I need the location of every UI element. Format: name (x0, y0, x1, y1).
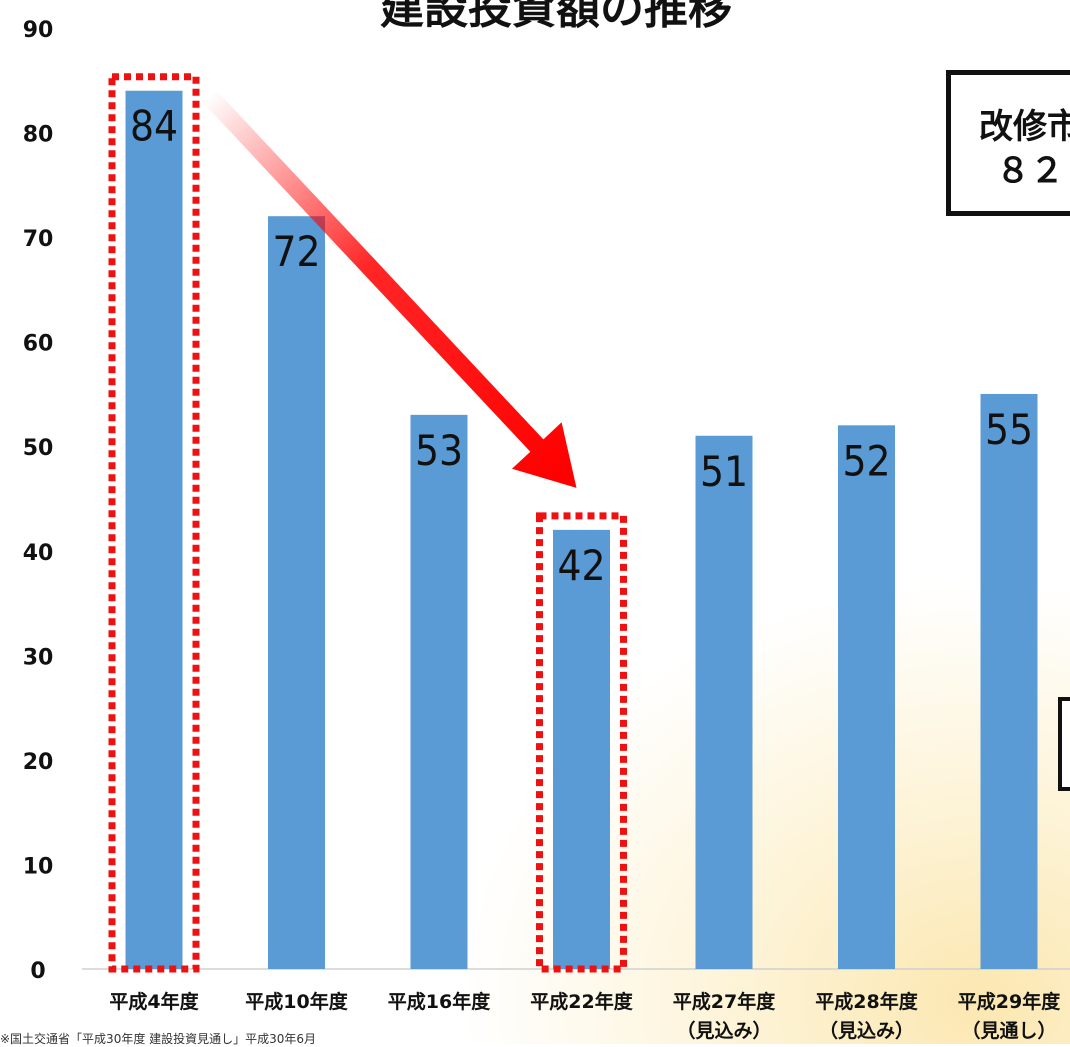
bar (980, 393, 1038, 969)
x-tick-label: 平成29年度 (958, 990, 1061, 1013)
source-note: ※国土交通省「平成30年度 建設投資見通し」平成30年6月 (0, 1032, 317, 1046)
y-tick-label: 10 (23, 854, 54, 879)
callout-line1: 改修市 (979, 107, 1070, 147)
data-label: 84 (130, 102, 178, 151)
y-tick-label: 20 (23, 750, 54, 775)
bar (268, 216, 325, 969)
x-tick-label: 平成10年度 (245, 990, 348, 1013)
bar (553, 529, 610, 969)
x-tick-label: 平成27年度 (673, 990, 776, 1013)
data-label: 72 (272, 227, 320, 276)
callout-box-partial (1058, 697, 1070, 791)
y-tick-label: 80 (23, 123, 54, 148)
highlight-box (536, 512, 627, 973)
callout-line2: ８２ (996, 151, 1064, 191)
x-tick-label: 平成4年度 (109, 990, 199, 1013)
y-tick-label: 60 (23, 332, 54, 357)
x-tick-label: （見通し） (961, 1019, 1056, 1042)
data-label: 51 (700, 447, 748, 496)
y-tick-label: 40 (23, 541, 54, 566)
trend-arrow (202, 89, 577, 488)
chart-title: 建設投資額の推移 (380, 0, 732, 34)
y-tick-label: 50 (23, 436, 54, 461)
y-tick-label: 90 (23, 18, 54, 43)
x-tick-label: 平成28年度 (815, 990, 918, 1013)
y-tick-label: 70 (23, 227, 54, 252)
data-label: 53 (415, 426, 463, 475)
x-tick-label: （見込み） (819, 1019, 914, 1042)
x-tick-label: 平成22年度 (530, 990, 633, 1013)
bar (410, 414, 468, 969)
x-tick-label: （見込み） (676, 1019, 771, 1042)
bar (695, 435, 753, 969)
y-tick-label: 30 (23, 645, 54, 670)
data-label: 42 (557, 541, 605, 590)
data-label: 52 (842, 436, 890, 485)
bar (838, 425, 895, 969)
data-label: 55 (985, 405, 1033, 454)
x-tick-label: 平成16年度 (388, 990, 491, 1013)
y-tick-label: 0 (30, 959, 45, 984)
bar (125, 90, 183, 969)
highlight-box (108, 73, 200, 973)
callout-box: 改修市 ８２ (946, 70, 1070, 216)
